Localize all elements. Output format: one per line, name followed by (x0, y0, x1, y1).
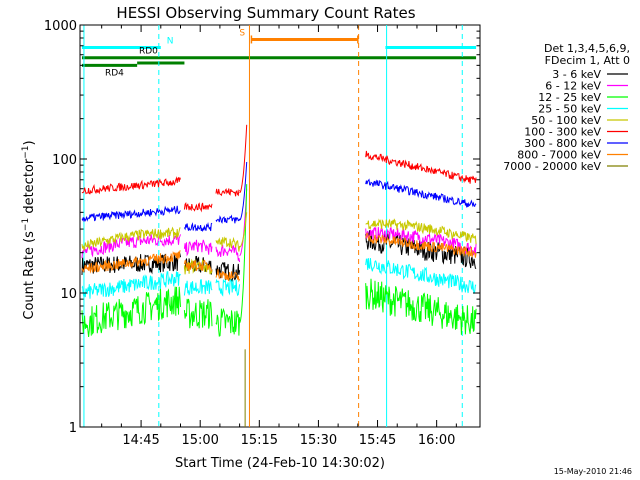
series-1-segment-0 (81, 234, 181, 259)
series-1-segment-3 (365, 226, 477, 256)
series-5-segment-1 (183, 202, 213, 213)
series-6-segment-2 (215, 214, 241, 224)
series-1-segment-1 (183, 239, 213, 257)
series-1-segment-2 (215, 244, 241, 263)
series-6-segment-3 (365, 178, 477, 208)
legend-header-0: Det 1,3,4,5,6,9, (544, 42, 630, 55)
series-4 (81, 218, 477, 275)
y-tick-label-2: 100 (52, 153, 77, 168)
series-2-segment-0 (81, 286, 181, 338)
series-2-segment-1 (183, 298, 213, 329)
y-axis-label: Count Rate (s−1 detector−1) (21, 140, 37, 319)
series-6 (81, 178, 477, 233)
x-tick-label-1: 15:00 (181, 433, 218, 448)
series-4-segment-2 (215, 236, 241, 252)
y-tick-label-3: 1000 (44, 19, 77, 34)
y-axis: 1 10 100 1000 (44, 19, 480, 436)
plot-area: N RD0 RD4 S (79, 24, 481, 428)
x-tick-label-0: 14:45 (122, 433, 159, 448)
series-5-segment-2 (215, 188, 240, 197)
footer-timestamp: 15-May-2010 21:46 (554, 467, 632, 476)
flare-spike-4 (239, 212, 248, 248)
series-0 (81, 230, 477, 282)
series-6-segment-1 (183, 222, 213, 233)
x-tick-label-3: 15:30 (300, 433, 337, 448)
legend: Det 1,3,4,5,6,9,FDecim 1, Att 03 - 6 keV… (503, 42, 630, 173)
series-6-segment-0 (81, 205, 181, 222)
series-7-segment-1 (183, 259, 213, 272)
legend-header-1: FDecim 1, Att 0 (545, 54, 630, 67)
series-3-segment-0 (81, 271, 181, 299)
series-7-segment-2 (215, 269, 241, 283)
series-4-segment-0 (81, 226, 181, 252)
chart-title: HESSI Observing Summary Count Rates (116, 4, 415, 22)
legend-label-4: 50 - 100 keV (531, 114, 601, 127)
flare-spike-0 (239, 124, 248, 194)
legend-label-1: 6 - 12 keV (545, 80, 601, 93)
series-5-segment-0 (81, 176, 181, 195)
series-5-segment-3 (365, 150, 477, 184)
series-7-segment-0 (81, 250, 181, 274)
legend-label-8: 7000 - 20000 keV (503, 160, 601, 173)
series-5 (81, 150, 477, 213)
x-axis-label: Start Time (24-Feb-10 14:30:02) (175, 456, 385, 471)
x-axis: 14:45 15:00 15:15 15:30 15:45 16:00 (101, 25, 457, 448)
series-3-segment-2 (215, 278, 241, 297)
y-tick-label-1: 10 (60, 287, 77, 302)
plot-frame (79, 24, 481, 428)
legend-label-0: 3 - 6 keV (552, 68, 601, 81)
y-tick-label-0: 1 (69, 421, 77, 436)
legend-label-5: 100 - 300 keV (524, 126, 601, 139)
series-2-segment-2 (215, 307, 241, 337)
series-3 (81, 258, 477, 299)
series-7-segment-3 (365, 232, 477, 258)
legend-label-7: 800 - 7000 keV (517, 149, 601, 162)
flag-label-rd4: RD4 (105, 68, 124, 78)
flag-label-s: S (239, 28, 245, 38)
x-tick-label-5: 16:00 (418, 433, 455, 448)
legend-label-6: 300 - 800 keV (524, 137, 601, 150)
series-1 (81, 226, 477, 263)
series-3-segment-3 (365, 258, 477, 294)
flag-label-n: N (167, 36, 174, 46)
flag-label-rd0: RD0 (139, 47, 158, 57)
x-tick-label-2: 15:15 (241, 433, 278, 448)
legend-label-2: 12 - 25 keV (538, 91, 601, 104)
series-4-segment-3 (365, 218, 477, 245)
series-2 (81, 278, 477, 338)
legend-label-3: 25 - 50 keV (538, 103, 601, 116)
flare-spike-3 (239, 161, 248, 221)
series-3-segment-1 (183, 279, 213, 296)
series-7 (81, 232, 477, 283)
x-tick-label-4: 15:45 (359, 433, 396, 448)
series-0-segment-2 (215, 262, 241, 282)
series-2-segment-3 (365, 278, 477, 335)
